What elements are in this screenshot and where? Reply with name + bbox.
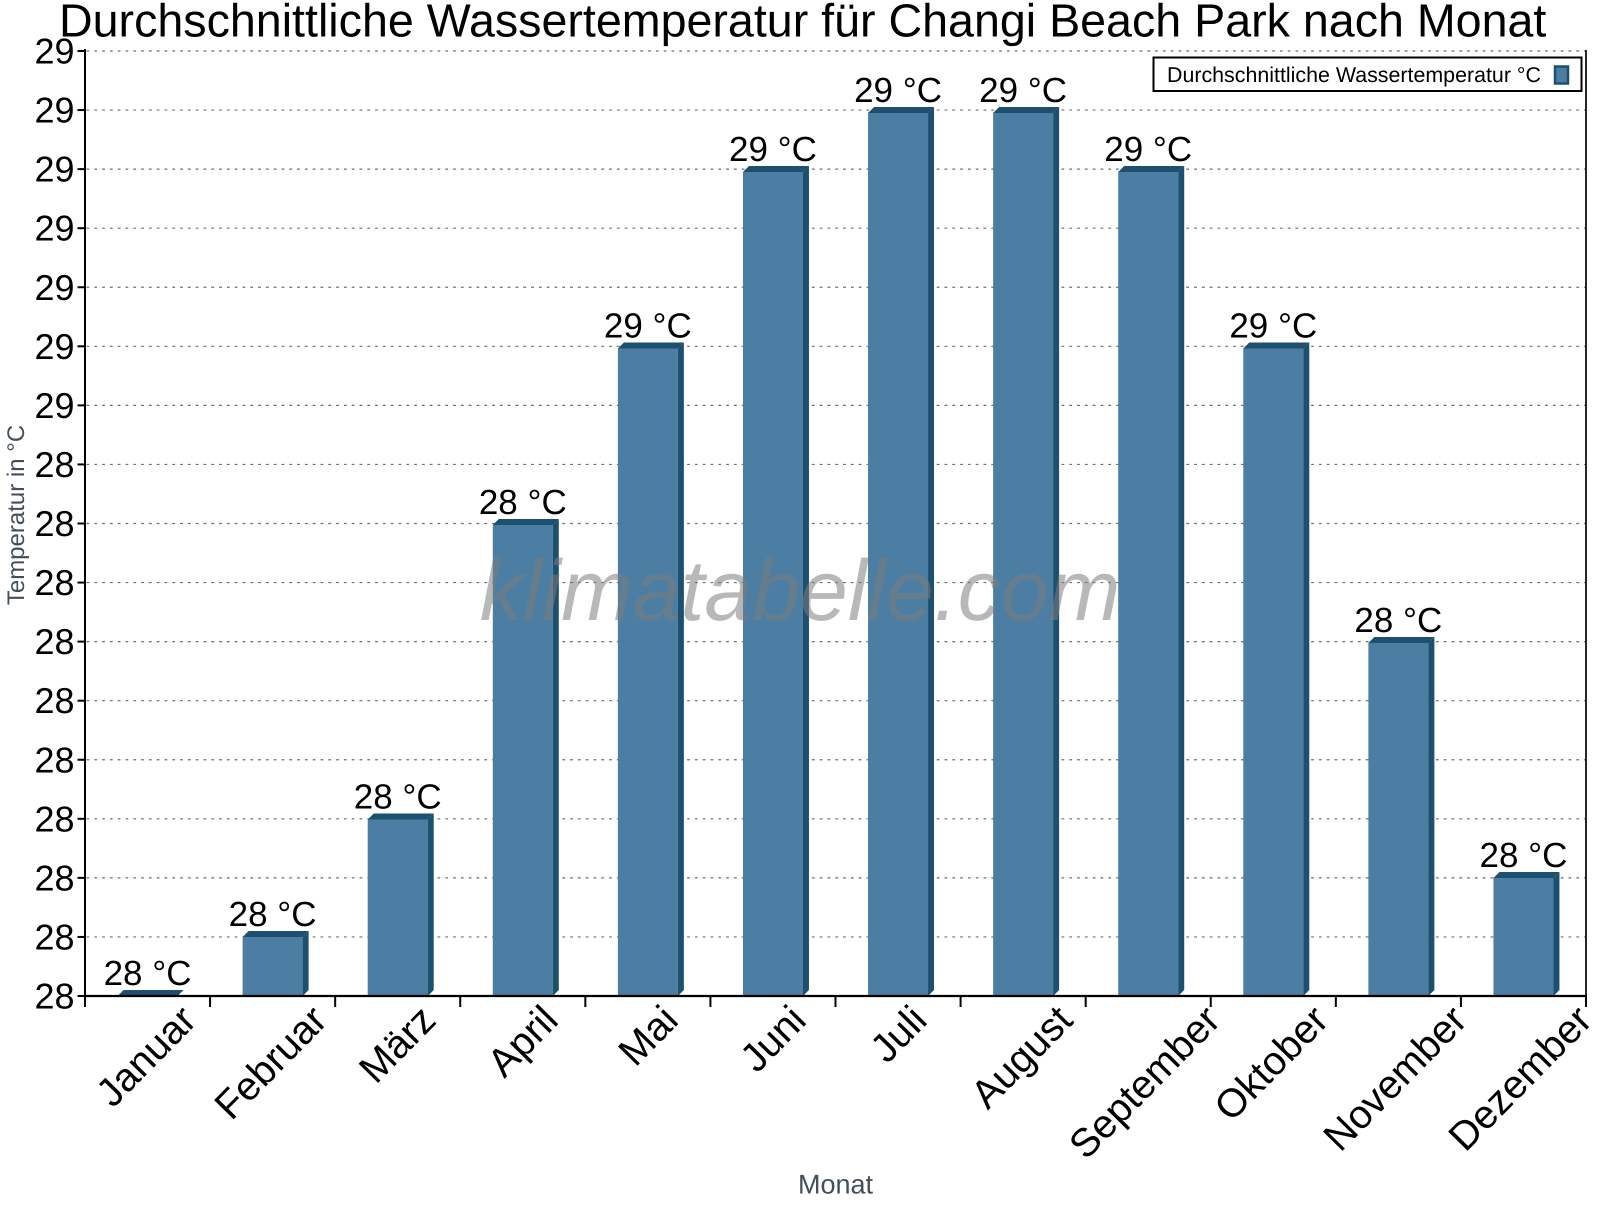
svg-text:29 °C: 29 °C bbox=[604, 307, 692, 346]
svg-text:28: 28 bbox=[34, 562, 74, 603]
svg-text:28 °C: 28 °C bbox=[229, 895, 317, 934]
svg-text:29: 29 bbox=[34, 208, 74, 249]
svg-text:29: 29 bbox=[34, 385, 74, 426]
svg-text:28: 28 bbox=[34, 621, 74, 662]
svg-text:28: 28 bbox=[34, 857, 74, 898]
svg-text:klimatabelle.com: klimatabelle.com bbox=[480, 543, 1120, 639]
svg-text:28: 28 bbox=[34, 916, 74, 957]
svg-text:29 °C: 29 °C bbox=[854, 71, 942, 110]
svg-text:29 °C: 29 °C bbox=[1104, 130, 1192, 169]
svg-text:28 °C: 28 °C bbox=[104, 954, 192, 993]
svg-text:28: 28 bbox=[34, 976, 74, 1017]
svg-text:Temperatur in °C: Temperatur in °C bbox=[3, 425, 30, 605]
svg-text:Monat: Monat bbox=[798, 1170, 874, 1200]
svg-text:28: 28 bbox=[34, 739, 74, 780]
svg-text:28 °C: 28 °C bbox=[1479, 836, 1567, 875]
svg-text:29: 29 bbox=[34, 149, 74, 190]
svg-text:28 °C: 28 °C bbox=[354, 778, 442, 817]
svg-text:29: 29 bbox=[34, 326, 74, 367]
svg-text:29 °C: 29 °C bbox=[979, 71, 1067, 110]
svg-text:28 °C: 28 °C bbox=[479, 483, 567, 522]
svg-text:29: 29 bbox=[34, 31, 74, 72]
svg-text:28: 28 bbox=[34, 798, 74, 839]
svg-text:28 °C: 28 °C bbox=[1354, 601, 1442, 640]
svg-text:28: 28 bbox=[34, 680, 74, 721]
svg-text:Durchschnittliche Wassertemper: Durchschnittliche Wassertemperatur für C… bbox=[59, 0, 1546, 47]
svg-text:29: 29 bbox=[34, 267, 74, 308]
svg-text:Durchschnittliche Wassertemper: Durchschnittliche Wassertemperatur °C bbox=[1167, 63, 1541, 87]
svg-text:29: 29 bbox=[34, 90, 74, 131]
svg-text:28: 28 bbox=[34, 503, 74, 544]
svg-text:29 °C: 29 °C bbox=[1229, 307, 1317, 346]
svg-text:28: 28 bbox=[34, 444, 74, 485]
svg-text:29 °C: 29 °C bbox=[729, 130, 817, 169]
